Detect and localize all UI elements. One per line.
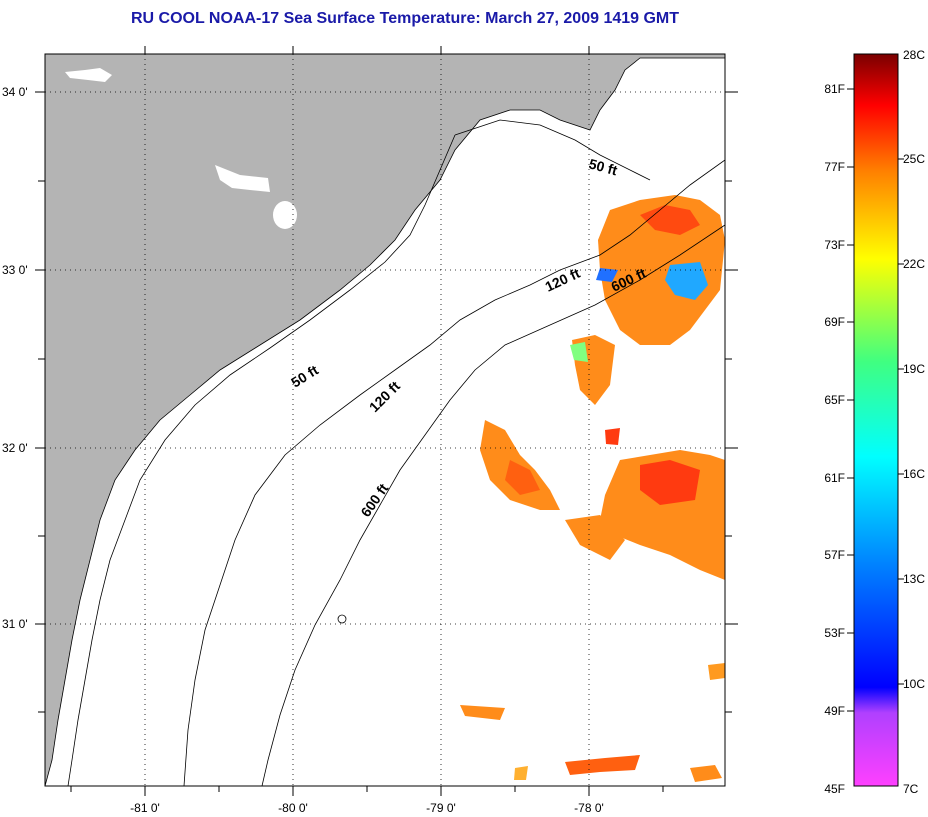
colorbar-f-label: 81F: [824, 82, 845, 96]
land-mass: [45, 54, 725, 786]
sst-patch: [708, 663, 725, 680]
sst-patch: [570, 342, 588, 362]
lat-tick-label: 32 0': [2, 441, 28, 455]
lat-tick-label: 33 0': [2, 263, 28, 277]
contour-50ft: [67, 134, 456, 786]
colorbar-c-label: 22C: [903, 257, 925, 271]
lon-tick-label: -79 0': [426, 801, 456, 815]
lon-tick-label: -78 0': [574, 801, 604, 815]
colorbar-f-label: 57F: [824, 548, 845, 562]
colorbar-c-label: 13C: [903, 572, 925, 586]
graticule: [45, 54, 725, 786]
lat-tick-label: 31 0': [2, 617, 28, 631]
colorbar-f-label: 45F: [824, 782, 845, 796]
sst-patch: [665, 262, 708, 300]
colorbar-f-label: 73F: [824, 238, 845, 252]
contour-120ft: [183, 159, 725, 786]
colorbar-f-label: 69F: [824, 315, 845, 329]
sst-patch: [565, 755, 640, 775]
contour-label: 50 ft: [587, 155, 619, 178]
lake: [273, 201, 297, 229]
map-area: 50 ft 50 ft 120 ft 120 ft 600 ft 600 ft: [2, 46, 738, 815]
lat-tick-label: 34 0': [2, 85, 28, 99]
colorbar-c-label: 25C: [903, 152, 925, 166]
colorbar-f-label: 61F: [824, 471, 845, 485]
sst-patch: [598, 195, 725, 345]
map-frame: [44, 53, 726, 787]
lake: [215, 165, 270, 192]
sst-patch: [505, 460, 540, 495]
sst-patch: [565, 515, 625, 560]
colorbar-f-label: 77F: [824, 160, 845, 174]
colorbar-f-label: 65F: [824, 393, 845, 407]
sst-patches: [460, 195, 725, 782]
sst-patch: [605, 428, 620, 445]
colorbar-gradient: [853, 53, 899, 787]
sst-patch: [640, 460, 700, 505]
colorbar-c-label: 7C: [903, 782, 919, 796]
colorbar: 81F 77F 73F 69F 65F 61F 57F 53F 49F 45F …: [824, 48, 925, 796]
lake: [65, 68, 112, 82]
colorbar-f-label: 53F: [824, 626, 845, 640]
sst-patch: [460, 705, 505, 720]
map-title: RU COOL NOAA-17 Sea Surface Temperature:…: [130, 10, 680, 27]
colorbar-f-label: 49F: [824, 704, 845, 718]
contour-600ft-loop: [337, 614, 347, 624]
sst-patch: [514, 766, 528, 780]
colorbar-c-label: 28C: [903, 48, 925, 62]
colorbar-c-label: 10C: [903, 677, 925, 691]
bathymetry-contours: [67, 119, 725, 786]
sst-patch: [596, 268, 618, 282]
contour-600ft: [261, 224, 725, 786]
lon-tick-label: -80 0': [278, 801, 308, 815]
colorbar-c-label: 19C: [903, 362, 925, 376]
map-ticks: [35, 46, 738, 796]
sst-patch: [640, 205, 700, 235]
lon-tick-label: -81 0': [130, 801, 160, 815]
colorbar-c-label: 16C: [903, 467, 925, 481]
contour-50ft-north: [454, 119, 651, 181]
sst-patch: [690, 765, 722, 782]
